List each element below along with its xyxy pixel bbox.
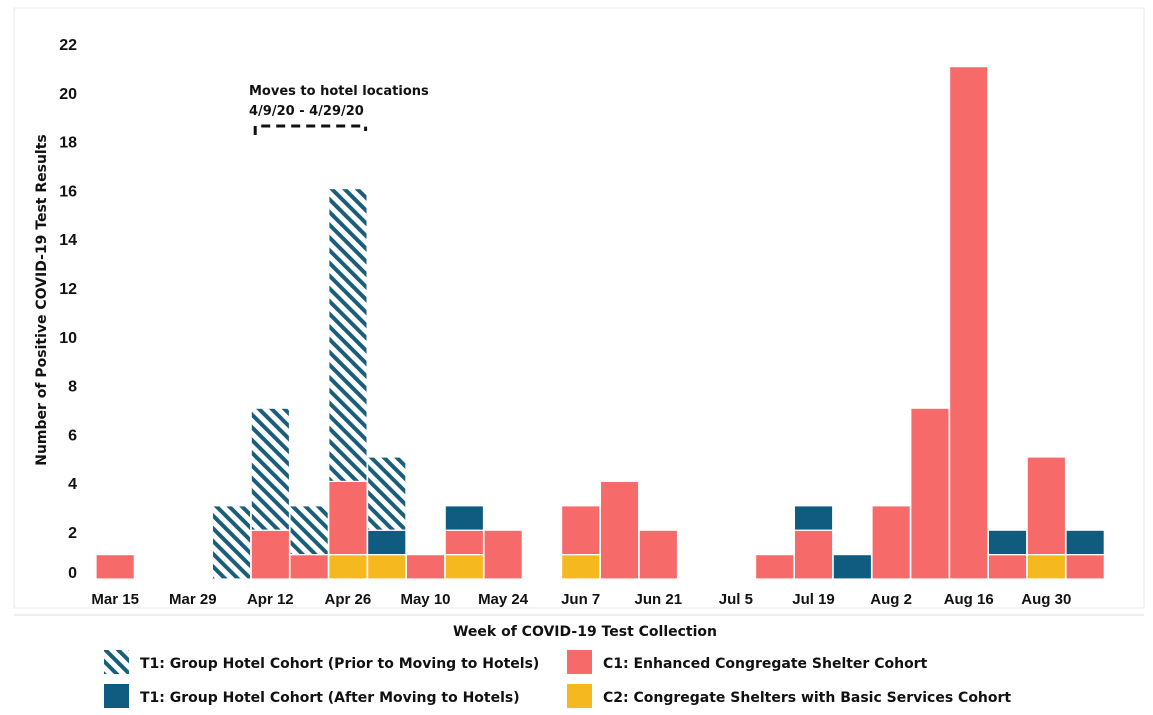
bar-jul-12-c1-enhanced-congregate-s: C1: Enhanced Congregate Shelter Cohort —… (754, 553, 795, 580)
x-tick-apr-12: Apr 12 (247, 591, 294, 608)
bar-jun-14-c1-enhanced-congregate-s: C1: Enhanced Congregate Shelter Cohort —… (599, 480, 640, 580)
annotation-line-1: Moves to hotel locations (249, 84, 429, 99)
x-axis-ticks: Mar 15 Mar 29 Apr 12 Apr 26 May 10 May 24 Jun … (91, 591, 1071, 608)
bar-may-17-t1-group-hotel-cohort-af: T1: Group Hotel Cohort (After Moving to … (444, 505, 485, 531)
bar-may-3-t1-group-hotel-cohort-pr: T1: Group Hotel Cohort (Prior to Moving … (367, 456, 407, 531)
bar-apr-5-t1-group-hotel-cohort-pr: T1: Group Hotel Cohort (Prior to Moving … (211, 505, 252, 580)
x-tick-mar-15: Mar 15 (91, 591, 139, 608)
y-tick-20: 20 (59, 86, 77, 103)
y-tick-10: 10 (59, 330, 77, 347)
y-tick-0: 0 (68, 565, 77, 582)
y-tick-2: 2 (68, 525, 77, 542)
y-tick-18: 18 (59, 135, 77, 152)
bar-may-3-t1-group-hotel-cohort-af: T1: Group Hotel Cohort (After Moving to … (367, 529, 407, 556)
bar-may-24-c1-enhanced-congregate-s: C1: Enhanced Congregate Shelter Cohort —… (483, 529, 523, 580)
bar-jun-21-c1-enhanced-congregate-s: C1: Enhanced Congregate Shelter Cohort —… (638, 529, 679, 580)
bar-may-10-c1-enhanced-congregate-s: C1: Enhanced Congregate Shelter Cohort —… (405, 553, 446, 580)
legend-label-t1-group-hotel-cohort-after-mo: T1: Group Hotel Cohort (After Moving to … (140, 690, 520, 706)
bar-aug-9-c1-enhanced-congregate-s: C1: Enhanced Congregate Shelter Cohort —… (910, 407, 950, 580)
y-tick-6: 6 (68, 427, 77, 444)
x-tick-mar-29: Mar 29 (169, 591, 217, 608)
y-tick-8: 8 (68, 379, 77, 396)
legend-swatch-t1-group-hotel-cohort-after-mo (104, 684, 129, 708)
annotation-bracket (253, 124, 368, 135)
bar-apr-19-c1-enhanced-congregate-s: C1: Enhanced Congregate Shelter Cohort —… (289, 553, 329, 580)
y-tick-22: 22 (59, 37, 77, 54)
bar-apr-12-t1-group-hotel-cohort-pr: T1: Group Hotel Cohort (Prior to Moving … (250, 407, 291, 531)
y-tick-12: 12 (59, 281, 77, 298)
x-tick-aug-16: Aug 16 (944, 591, 994, 608)
bar-aug-23-c1-enhanced-congregate-s: C1: Enhanced Congregate Shelter Cohort —… (987, 553, 1028, 580)
bar-jul-19-c1-enhanced-congregate-s: C1: Enhanced Congregate Shelter Cohort —… (793, 529, 834, 580)
y-tick-14: 14 (59, 232, 77, 249)
x-tick-aug-2: Aug 2 (870, 591, 912, 608)
bar-apr-19-t1-group-hotel-cohort-pr: T1: Group Hotel Cohort (Prior to Moving … (289, 505, 329, 556)
hotel-move-annotation: Moves to hotel locations 4/9/20 - 4/29/2… (249, 84, 429, 135)
legend: T1: Group Hotel Cohort (Prior to Moving … (104, 650, 1011, 708)
y-axis-label: Number of Positive COVID-19 Test Results (34, 134, 50, 466)
x-tick-jul-5: Jul 5 (719, 591, 753, 608)
x-tick-jun-7: Jun 7 (561, 591, 600, 608)
bar-aug-23-t1-group-hotel-cohort-af: T1: Group Hotel Cohort (After Moving to … (987, 529, 1028, 556)
bar-apr-26-t1-group-hotel-cohort-pr: T1: Group Hotel Cohort (Prior to Moving … (328, 188, 368, 482)
bar-aug-30-c2-congregate-shelters-w: C2: Congregate Shelters with Basic Servi… (1026, 553, 1067, 580)
bar-jun-7-c2-congregate-shelters-w: C2: Congregate Shelters with Basic Servi… (560, 553, 601, 580)
legend-label-c1-enhanced-congregate-shelter: C1: Enhanced Congregate Shelter Cohort (603, 656, 928, 672)
bar-aug-16-c1-enhanced-congregate-s: C1: Enhanced Congregate Shelter Cohort —… (948, 65, 989, 580)
y-tick-4: 4 (68, 476, 77, 493)
bar-may-3-c2-congregate-shelters-w: C2: Congregate Shelters with Basic Servi… (367, 553, 407, 580)
y-tick-16: 16 (59, 183, 77, 200)
legend-swatch-c1-enhanced-congregate-shelter (567, 650, 592, 674)
bar-jul-19-t1-group-hotel-cohort-af: T1: Group Hotel Cohort (After Moving to … (793, 505, 834, 531)
bar-may-17-c1-enhanced-congregate-s: C1: Enhanced Congregate Shelter Cohort —… (444, 529, 485, 556)
annotation-line-2: 4/9/20 - 4/29/20 (249, 104, 364, 119)
bar-apr-26-c2-congregate-shelters-w: C2: Congregate Shelters with Basic Servi… (328, 553, 368, 580)
bar-apr-26-c1-enhanced-congregate-s: C1: Enhanced Congregate Shelter Cohort —… (328, 480, 368, 556)
legend-swatch-c2-congregate-shelters-with-ba (567, 684, 592, 708)
x-tick-jul-19: Jul 19 (792, 591, 835, 608)
x-tick-may-24: May 24 (478, 591, 529, 608)
bar-apr-12-c1-enhanced-congregate-s: C1: Enhanced Congregate Shelter Cohort —… (250, 529, 291, 580)
bar-mar-15-c1-enhanced-congregate-s: C1: Enhanced Congregate Shelter Cohort —… (95, 553, 135, 580)
bar-sep-6-c1-enhanced-congregate-s: C1: Enhanced Congregate Shelter Cohort —… (1065, 553, 1105, 580)
legend-label-c2-congregate-shelters-with-ba: C2: Congregate Shelters with Basic Servi… (603, 690, 1011, 706)
legend-swatch-t1-group-hotel-cohort-prior-to (104, 650, 129, 674)
x-tick-jun-21: Jun 21 (635, 591, 683, 608)
x-axis-label: Week of COVID-19 Test Collection (453, 624, 717, 640)
bar-sep-6-t1-group-hotel-cohort-af: T1: Group Hotel Cohort (After Moving to … (1065, 529, 1105, 556)
legend-label-t1-group-hotel-cohort-prior-to: T1: Group Hotel Cohort (Prior to Moving … (140, 656, 539, 672)
x-tick-apr-26: Apr 26 (325, 591, 372, 608)
bars: C1: Enhanced Congregate Shelter Cohort —… (95, 65, 1105, 580)
y-axis-ticks: 0 2 4 6 8 10 12 14 16 18 20 22 (59, 37, 77, 582)
x-tick-may-10: May 10 (400, 591, 450, 608)
bar-jul-26-t1-group-hotel-cohort-af: T1: Group Hotel Cohort (After Moving to … (832, 553, 873, 580)
bar-aug-30-c1-enhanced-congregate-s: C1: Enhanced Congregate Shelter Cohort —… (1026, 456, 1067, 556)
x-tick-aug-30: Aug 30 (1021, 591, 1071, 608)
bar-jun-7-c1-enhanced-congregate-s: C1: Enhanced Congregate Shelter Cohort —… (560, 505, 601, 556)
bar-may-17-c2-congregate-shelters-w: C2: Congregate Shelters with Basic Servi… (444, 553, 485, 580)
bar-aug-2-c1-enhanced-congregate-s: C1: Enhanced Congregate Shelter Cohort —… (871, 505, 911, 580)
